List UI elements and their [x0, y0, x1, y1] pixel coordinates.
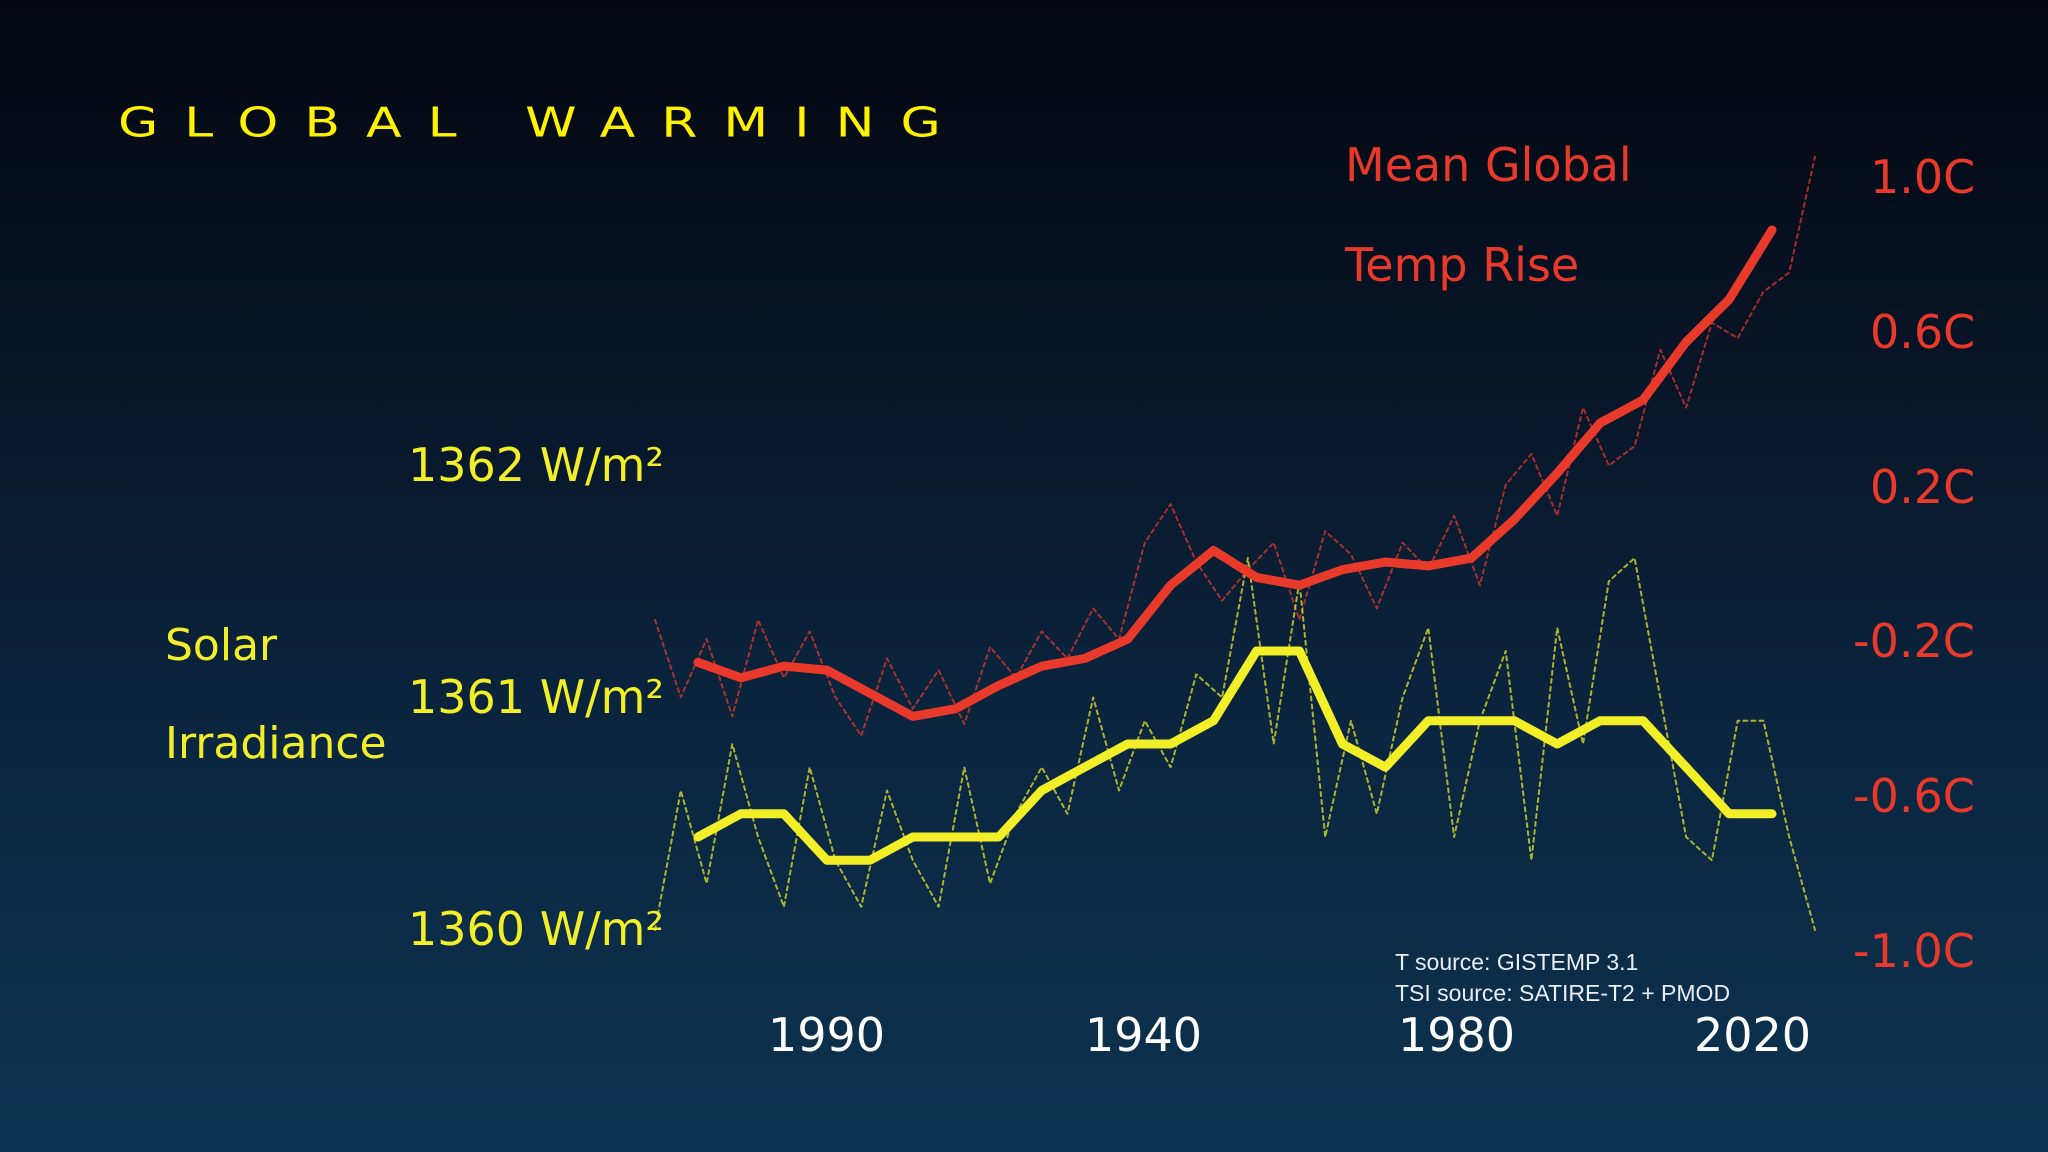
x-axis-tick-1980: 1980: [1398, 1008, 1516, 1062]
tsi-source: TSI source: SATIRE-T2 + PMOD: [1395, 980, 1731, 1006]
temp-label-line2: Temp Rise: [1345, 238, 1580, 292]
right-axis-tick-neg-0-6c: -0.6C: [1853, 769, 1975, 823]
right-axis-tick-neg-1-0c: -1.0C: [1853, 924, 1975, 978]
right-axis-tick-1-0c: 1.0C: [1870, 150, 1976, 204]
temp-smoothed-line: [693, 225, 1777, 721]
solar-smoothed-line: [693, 646, 1777, 865]
solar-label-line1: Solar: [165, 620, 278, 671]
solar-label-line2: Irradiance: [165, 718, 387, 769]
left-axis-tick-1361: 1361 W/m²: [408, 670, 664, 724]
temp-label-line1: Mean Global: [1345, 138, 1632, 192]
page-title: GLOBAL WARMING: [118, 100, 967, 147]
right-axis-tick-0-2c: 0.2C: [1870, 460, 1976, 514]
right-axis-tick-neg-0-2c: -0.2C: [1853, 614, 1975, 668]
left-axis-tick-1362: 1362 W/m²: [408, 438, 664, 492]
temp-annual-line: [654, 155, 1816, 737]
data-sources: T source: GISTEMP 3.1 TSI source: SATIRE…: [1395, 947, 1730, 1009]
x-axis-tick-2020: 2020: [1694, 1008, 1812, 1062]
x-axis-tick-1940: 1940: [1085, 1008, 1203, 1062]
solar-annual-line: [654, 557, 1816, 931]
t-source: T source: GISTEMP 3.1: [1395, 949, 1639, 975]
x-axis-tick-1990: 1990: [768, 1008, 886, 1062]
left-axis-tick-1360: 1360 W/m²: [408, 902, 664, 956]
right-axis-tick-0-6c: 0.6C: [1870, 305, 1976, 359]
